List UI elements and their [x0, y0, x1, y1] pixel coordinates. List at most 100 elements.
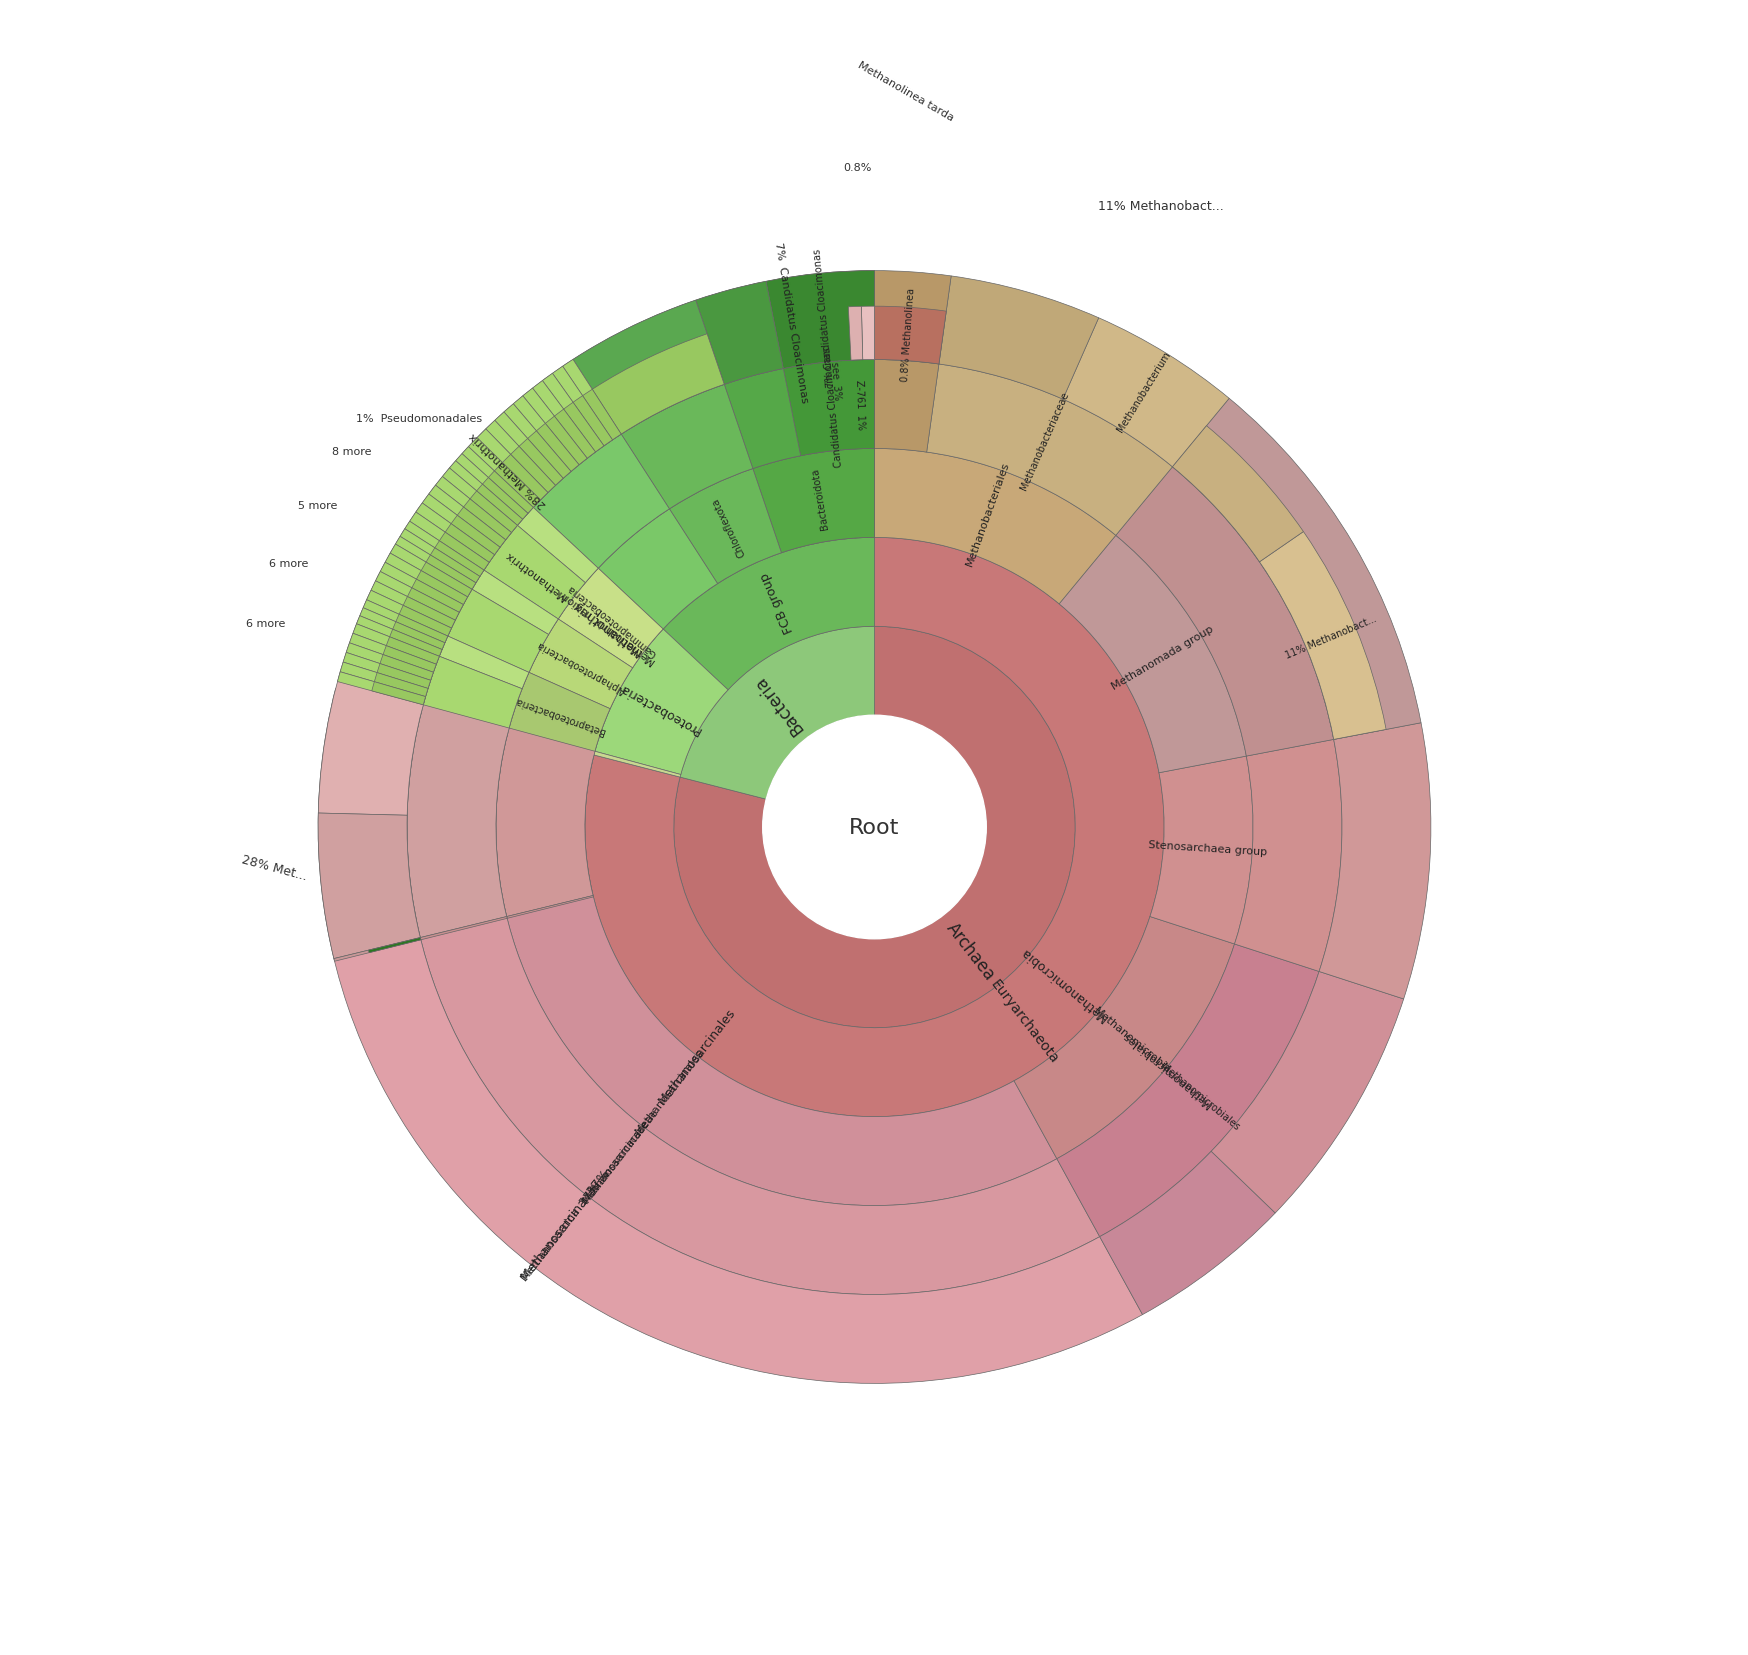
Wedge shape [594, 751, 680, 778]
Wedge shape [404, 521, 484, 578]
Wedge shape [407, 589, 460, 621]
Wedge shape [390, 631, 442, 657]
Wedge shape [364, 601, 447, 644]
Wedge shape [1148, 756, 1252, 945]
Wedge shape [463, 500, 510, 541]
Wedge shape [442, 468, 517, 533]
Wedge shape [369, 938, 421, 953]
Wedge shape [502, 455, 547, 500]
Wedge shape [416, 571, 467, 606]
Text: 6 more: 6 more [269, 559, 308, 569]
Wedge shape [496, 733, 1056, 1206]
Wedge shape [407, 361, 855, 938]
Wedge shape [411, 579, 463, 612]
Text: Candidatus Cloacimonas: Candidatus Cloacimonas [822, 346, 844, 467]
Text: Methanobacteriales: Methanobacteriales [963, 460, 1010, 568]
Wedge shape [435, 541, 484, 578]
Wedge shape [528, 432, 570, 478]
Wedge shape [318, 688, 1141, 1384]
Wedge shape [573, 397, 612, 447]
Text: 0.8% Methanolinea: 0.8% Methanolinea [900, 288, 916, 382]
Text: Archaea: Archaea [942, 919, 998, 983]
Wedge shape [1056, 945, 1318, 1236]
Text: 5 more: 5 more [297, 501, 337, 511]
Wedge shape [383, 645, 435, 674]
Wedge shape [598, 510, 717, 629]
Text: 7% Candidatus Cloacimonas: 7% Candidatus Cloacimonas [813, 248, 836, 387]
Wedge shape [507, 895, 593, 919]
Wedge shape [563, 404, 603, 453]
Wedge shape [346, 644, 434, 680]
Wedge shape [409, 513, 489, 571]
Text: FCB group: FCB group [757, 571, 795, 636]
Wedge shape [1115, 467, 1334, 756]
Circle shape [762, 715, 986, 940]
Wedge shape [874, 361, 939, 453]
Wedge shape [510, 447, 556, 493]
Wedge shape [350, 634, 435, 674]
Wedge shape [360, 609, 444, 650]
Wedge shape [367, 591, 451, 637]
Wedge shape [662, 538, 874, 690]
Text: Methanobacteriaceae: Methanobacteriaceae [1019, 391, 1070, 492]
Wedge shape [318, 271, 851, 816]
Wedge shape [393, 622, 444, 650]
Text: Bacteroidota: Bacteroidota [809, 467, 830, 530]
Wedge shape [495, 463, 540, 508]
Text: 11% Methanobact...: 11% Methanobact... [1098, 200, 1224, 213]
Wedge shape [404, 597, 454, 629]
Wedge shape [420, 917, 507, 940]
Wedge shape [1099, 1152, 1274, 1314]
Wedge shape [477, 430, 547, 500]
Text: Methanosarcina  37%: Methanosarcina 37% [519, 1167, 612, 1283]
Wedge shape [484, 526, 586, 619]
Wedge shape [337, 672, 425, 705]
Text: Root: Root [850, 818, 898, 837]
Wedge shape [1211, 971, 1404, 1213]
Wedge shape [357, 616, 442, 657]
Text: 28% Methanothrix: 28% Methanothrix [467, 430, 549, 510]
Text: 1%  Pseudomonadales: 1% Pseudomonadales [355, 414, 481, 424]
Wedge shape [542, 374, 603, 453]
Text: Methanosarcina  37%: Methanosarcina 37% [519, 1182, 601, 1283]
Wedge shape [517, 508, 598, 583]
Wedge shape [503, 404, 570, 478]
Wedge shape [766, 271, 874, 369]
Wedge shape [593, 334, 724, 435]
Wedge shape [1171, 427, 1302, 563]
Text: 6 more: 6 more [246, 619, 285, 629]
Wedge shape [680, 627, 874, 799]
Wedge shape [451, 516, 500, 556]
Wedge shape [531, 381, 594, 458]
Wedge shape [486, 420, 556, 493]
Wedge shape [343, 654, 430, 688]
Wedge shape [341, 662, 428, 697]
Wedge shape [421, 563, 472, 597]
Wedge shape [523, 389, 587, 465]
Text: 28% Met...: 28% Met... [241, 852, 309, 882]
Wedge shape [851, 361, 874, 450]
Wedge shape [519, 439, 563, 487]
Wedge shape [495, 412, 563, 487]
Wedge shape [371, 581, 454, 629]
Wedge shape [1059, 536, 1246, 773]
Wedge shape [496, 450, 860, 917]
Text: Methanobacterium: Methanobacterium [1113, 351, 1171, 434]
Wedge shape [379, 655, 434, 680]
Wedge shape [528, 619, 633, 710]
Wedge shape [848, 308, 862, 361]
Text: Methanosarcinaceae: Methanosarcinaceae [580, 1106, 659, 1203]
Text: Euryarchaeota: Euryarchaeota [988, 976, 1061, 1066]
Wedge shape [696, 281, 783, 386]
Wedge shape [395, 616, 447, 644]
Wedge shape [1014, 917, 1234, 1158]
Text: 8 more: 8 more [332, 447, 371, 457]
Text: Methanosarcinales: Methanosarcinales [633, 1048, 706, 1135]
Wedge shape [1318, 723, 1430, 1000]
Wedge shape [421, 495, 500, 556]
Wedge shape [752, 449, 874, 553]
Text: Methanolinea tarda: Methanolinea tarda [855, 60, 954, 122]
Wedge shape [379, 563, 463, 612]
Wedge shape [472, 571, 558, 636]
Wedge shape [399, 606, 451, 637]
